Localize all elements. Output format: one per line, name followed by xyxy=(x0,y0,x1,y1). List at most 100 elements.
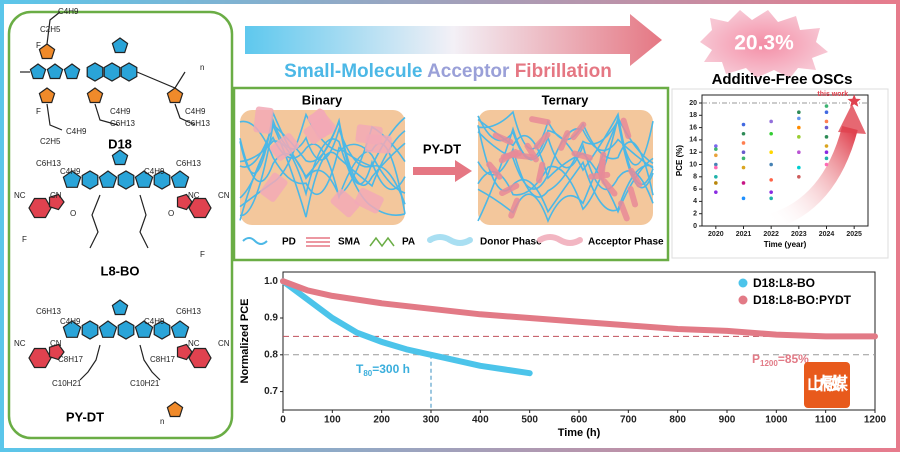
ring xyxy=(48,343,65,361)
x-tick-label: 2020 xyxy=(708,231,724,238)
watermark: 山大融媒 xyxy=(804,362,850,408)
molecule-structures: C4H9C2H5FC4H9C6H13C4H9C6H13FC4H9C2H5nD18… xyxy=(14,7,230,426)
point xyxy=(714,144,718,148)
atom-label: C6H13 xyxy=(176,159,201,168)
atom-label: F xyxy=(36,107,41,116)
trend-arrow-head xyxy=(838,104,866,134)
legend-icon xyxy=(306,237,330,247)
point xyxy=(769,190,773,194)
donor-chain xyxy=(477,115,654,204)
ring xyxy=(103,62,121,82)
annotation-part: 80 xyxy=(363,369,372,378)
atom-label: NC xyxy=(188,339,200,348)
ring xyxy=(188,347,212,369)
atom-label: C8H17 xyxy=(150,355,175,364)
point xyxy=(714,162,718,167)
atom-label: O xyxy=(168,209,174,218)
bond xyxy=(139,194,149,249)
morph-arrow-label: PY-DT xyxy=(423,141,461,156)
atom-label: C4H9 xyxy=(60,317,81,326)
atom-label: n xyxy=(160,417,164,426)
point xyxy=(769,131,773,136)
bond xyxy=(46,11,61,45)
x-tick-label: 300 xyxy=(423,415,440,426)
x-tick-label: 2025 xyxy=(846,231,862,238)
x-tick-label: 400 xyxy=(472,415,489,426)
acceptor-stack xyxy=(508,197,520,219)
point xyxy=(769,119,773,124)
x-axis-label: Time (year) xyxy=(764,240,807,249)
acceptor-stack xyxy=(499,182,520,197)
point xyxy=(797,116,801,121)
acceptor-stack xyxy=(598,158,606,181)
caption-part: Acceptor xyxy=(427,61,515,82)
point xyxy=(769,196,773,201)
point xyxy=(797,135,801,139)
y-tick-label: 0.9 xyxy=(264,313,278,324)
atom-label: NC xyxy=(14,191,26,200)
annotation: P1200=85% xyxy=(752,352,809,368)
x-tick-label: 700 xyxy=(620,415,637,426)
ring xyxy=(134,170,154,188)
ring xyxy=(86,62,104,82)
point xyxy=(824,125,829,130)
process-arrow xyxy=(245,14,662,66)
arrow-caption: Small-Molecule Acceptor Fibrillation xyxy=(284,61,612,82)
ring xyxy=(81,320,99,340)
atom-label: C8H17 xyxy=(58,355,83,364)
bond xyxy=(94,103,119,126)
ring xyxy=(86,87,104,104)
point xyxy=(824,135,829,139)
acceptor-stack xyxy=(354,187,384,214)
point xyxy=(714,174,718,179)
point xyxy=(741,122,746,127)
badge-text: 20.3% xyxy=(734,32,794,55)
point xyxy=(824,119,829,124)
donor-chain xyxy=(239,109,406,191)
y-axis-label: PCE (%) xyxy=(675,145,684,176)
legend-text: Acceptor Phase xyxy=(588,237,664,248)
ternary-label: Ternary xyxy=(542,92,589,107)
molecule-name: L8-BO xyxy=(101,263,140,278)
y-tick-label: 6 xyxy=(693,186,697,193)
point xyxy=(824,104,829,108)
line-chart: 0 100 200 300 400 500 600 700 800 900 1000 1100 1200… xyxy=(239,271,887,439)
y-tick-label: 0.8 xyxy=(264,349,278,360)
point xyxy=(714,190,718,194)
legend-icon xyxy=(537,234,583,246)
acceptor-stack xyxy=(308,109,334,139)
ring xyxy=(28,347,52,369)
x-tick-label: 200 xyxy=(373,415,390,426)
caption-part: Fibrillation xyxy=(515,61,612,82)
atom-label: C4H9 xyxy=(66,127,87,136)
atom-label: C4H9 xyxy=(60,167,81,176)
x-tick-label: 900 xyxy=(719,415,736,426)
atom-label: F xyxy=(36,41,41,50)
point xyxy=(797,125,801,130)
ring xyxy=(63,63,81,80)
x-tick-label: 2022 xyxy=(763,231,779,238)
point xyxy=(824,150,829,154)
atom-label: F xyxy=(200,250,205,259)
point xyxy=(797,165,801,170)
atom-label: F xyxy=(22,235,27,244)
y-tick-label: 12 xyxy=(689,149,697,156)
acceptor-stack xyxy=(253,106,274,134)
legend-icon xyxy=(369,236,395,248)
y-tick-label: 8 xyxy=(693,174,697,181)
bond xyxy=(79,344,101,381)
scatter-chart: 2020 2021 2022 2023 2024 2025 0 2 4 6 8 10 12 14 16 18 2… xyxy=(675,91,869,249)
ring xyxy=(111,37,129,54)
star-point xyxy=(847,94,861,107)
bond xyxy=(136,71,186,89)
bond xyxy=(46,103,63,131)
acceptor-stack xyxy=(355,124,383,145)
ring xyxy=(111,299,129,316)
ring xyxy=(176,193,193,211)
ring xyxy=(120,62,138,82)
x-tick-label: 2023 xyxy=(791,231,807,238)
atom-label: O xyxy=(70,209,76,218)
x-tick-label: 600 xyxy=(571,415,588,426)
legend-text: SMA xyxy=(338,237,360,248)
